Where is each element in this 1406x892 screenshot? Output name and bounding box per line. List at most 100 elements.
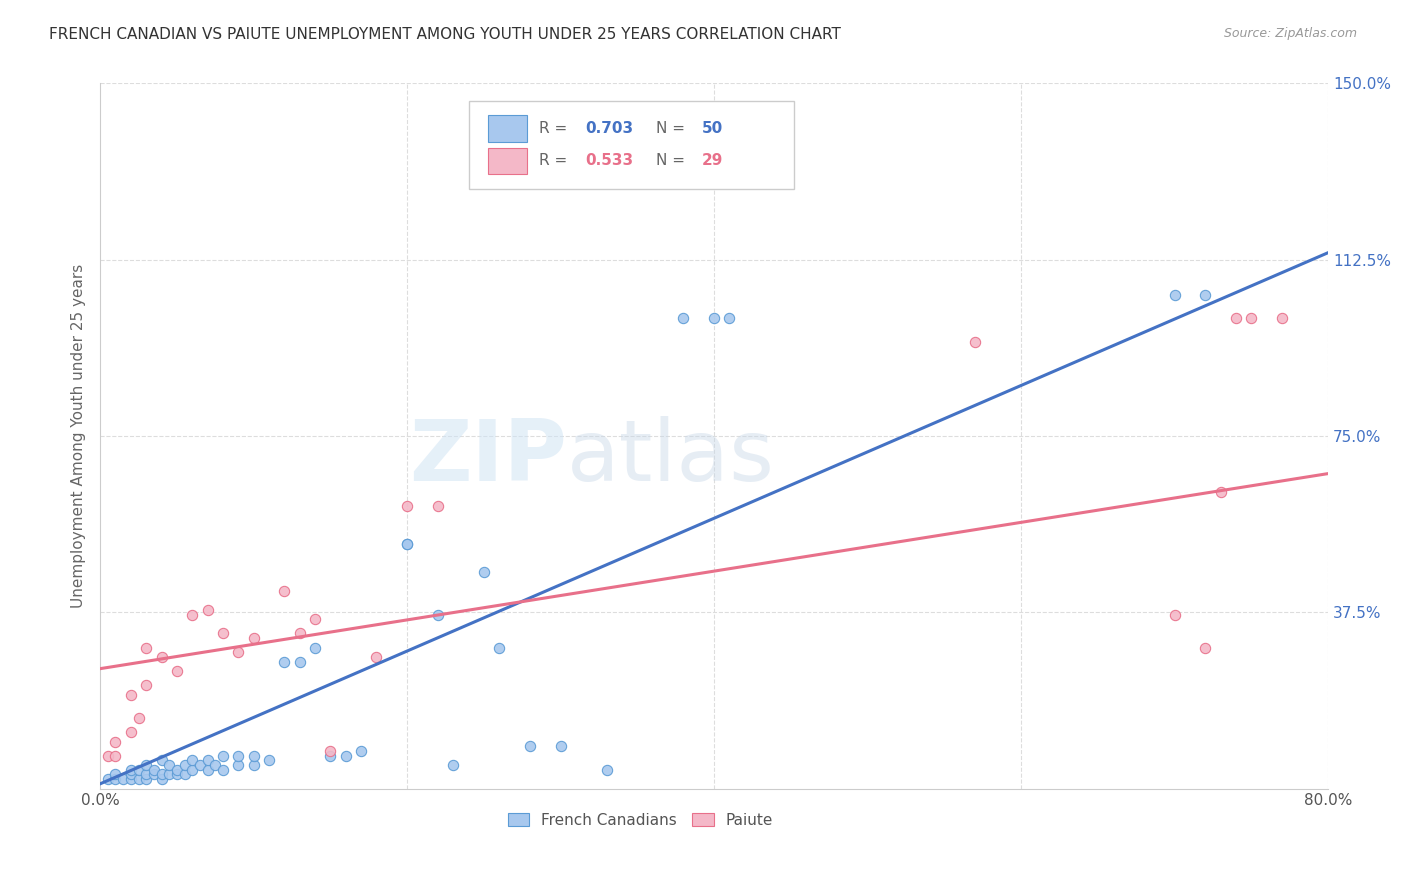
Point [319,744,342,758]
Point [135,678,157,692]
Point [1209,485,1232,500]
Point [135,767,157,781]
Point [173,767,195,781]
Point [366,649,388,664]
Point [304,612,326,626]
Point [319,748,342,763]
Point [128,763,150,777]
Point [204,758,226,772]
Text: R =: R = [538,121,572,136]
Point [288,626,311,640]
Point [212,748,235,763]
Legend: French Canadians, Paiute: French Canadians, Paiute [502,806,779,834]
Point [1194,640,1216,655]
Point [166,763,188,777]
Point [128,711,150,725]
Point [104,772,127,786]
Point [396,537,419,551]
Text: 0.533: 0.533 [585,153,633,169]
Point [242,758,264,772]
Text: R =: R = [538,153,572,169]
Point [1225,311,1247,326]
Point [150,649,173,664]
Text: FRENCH CANADIAN VS PAIUTE UNEMPLOYMENT AMONG YOUTH UNDER 25 YEARS CORRELATION CH: FRENCH CANADIAN VS PAIUTE UNEMPLOYMENT A… [49,27,841,42]
Point [188,758,211,772]
Point [350,744,373,758]
Text: Source: ZipAtlas.com: Source: ZipAtlas.com [1223,27,1357,40]
Point [197,763,219,777]
Point [304,640,326,655]
Point [226,748,249,763]
FancyBboxPatch shape [488,115,527,142]
Point [488,640,510,655]
Text: 29: 29 [702,153,723,169]
Point [472,566,495,580]
Point [1163,288,1185,302]
Text: ZIP: ZIP [409,416,567,499]
Point [120,772,142,786]
Point [128,772,150,786]
Point [142,767,165,781]
Text: N =: N = [657,153,690,169]
Point [288,655,311,669]
Point [550,739,572,754]
Point [142,763,165,777]
Point [104,748,127,763]
Point [257,753,280,767]
Point [150,753,173,767]
Point [166,767,188,781]
Text: N =: N = [657,121,690,136]
Point [396,537,419,551]
Point [181,607,204,622]
Point [1271,311,1294,326]
Point [1163,607,1185,622]
Point [112,772,135,786]
Point [273,584,295,599]
Point [150,767,173,781]
Point [212,626,235,640]
Point [135,640,157,655]
Y-axis label: Unemployment Among Youth under 25 years: Unemployment Among Youth under 25 years [72,264,86,608]
Point [1194,288,1216,302]
Point [157,767,180,781]
Point [181,753,204,767]
Text: atlas: atlas [567,416,775,499]
Point [150,772,173,786]
Point [135,758,157,772]
Point [157,758,180,772]
Point [166,664,188,678]
Point [426,500,449,514]
Point [120,767,142,781]
Point [97,748,120,763]
Point [335,748,357,763]
Point [226,758,249,772]
Point [595,763,617,777]
Point [426,607,449,622]
Point [703,311,725,326]
FancyBboxPatch shape [488,147,527,175]
Point [519,739,541,754]
Point [242,631,264,645]
FancyBboxPatch shape [468,101,794,189]
Point [104,734,127,748]
Point [197,603,219,617]
Point [97,772,120,786]
Point [965,334,987,349]
Point [1240,311,1263,326]
Point [135,772,157,786]
Point [120,763,142,777]
Point [396,500,419,514]
Point [672,311,695,326]
Point [120,725,142,739]
Point [242,748,264,763]
Point [226,645,249,659]
Point [104,767,127,781]
Text: 0.703: 0.703 [585,121,633,136]
Point [718,311,741,326]
Point [197,753,219,767]
Point [173,758,195,772]
Text: 50: 50 [702,121,723,136]
Point [181,763,204,777]
Point [273,655,295,669]
Point [441,758,464,772]
